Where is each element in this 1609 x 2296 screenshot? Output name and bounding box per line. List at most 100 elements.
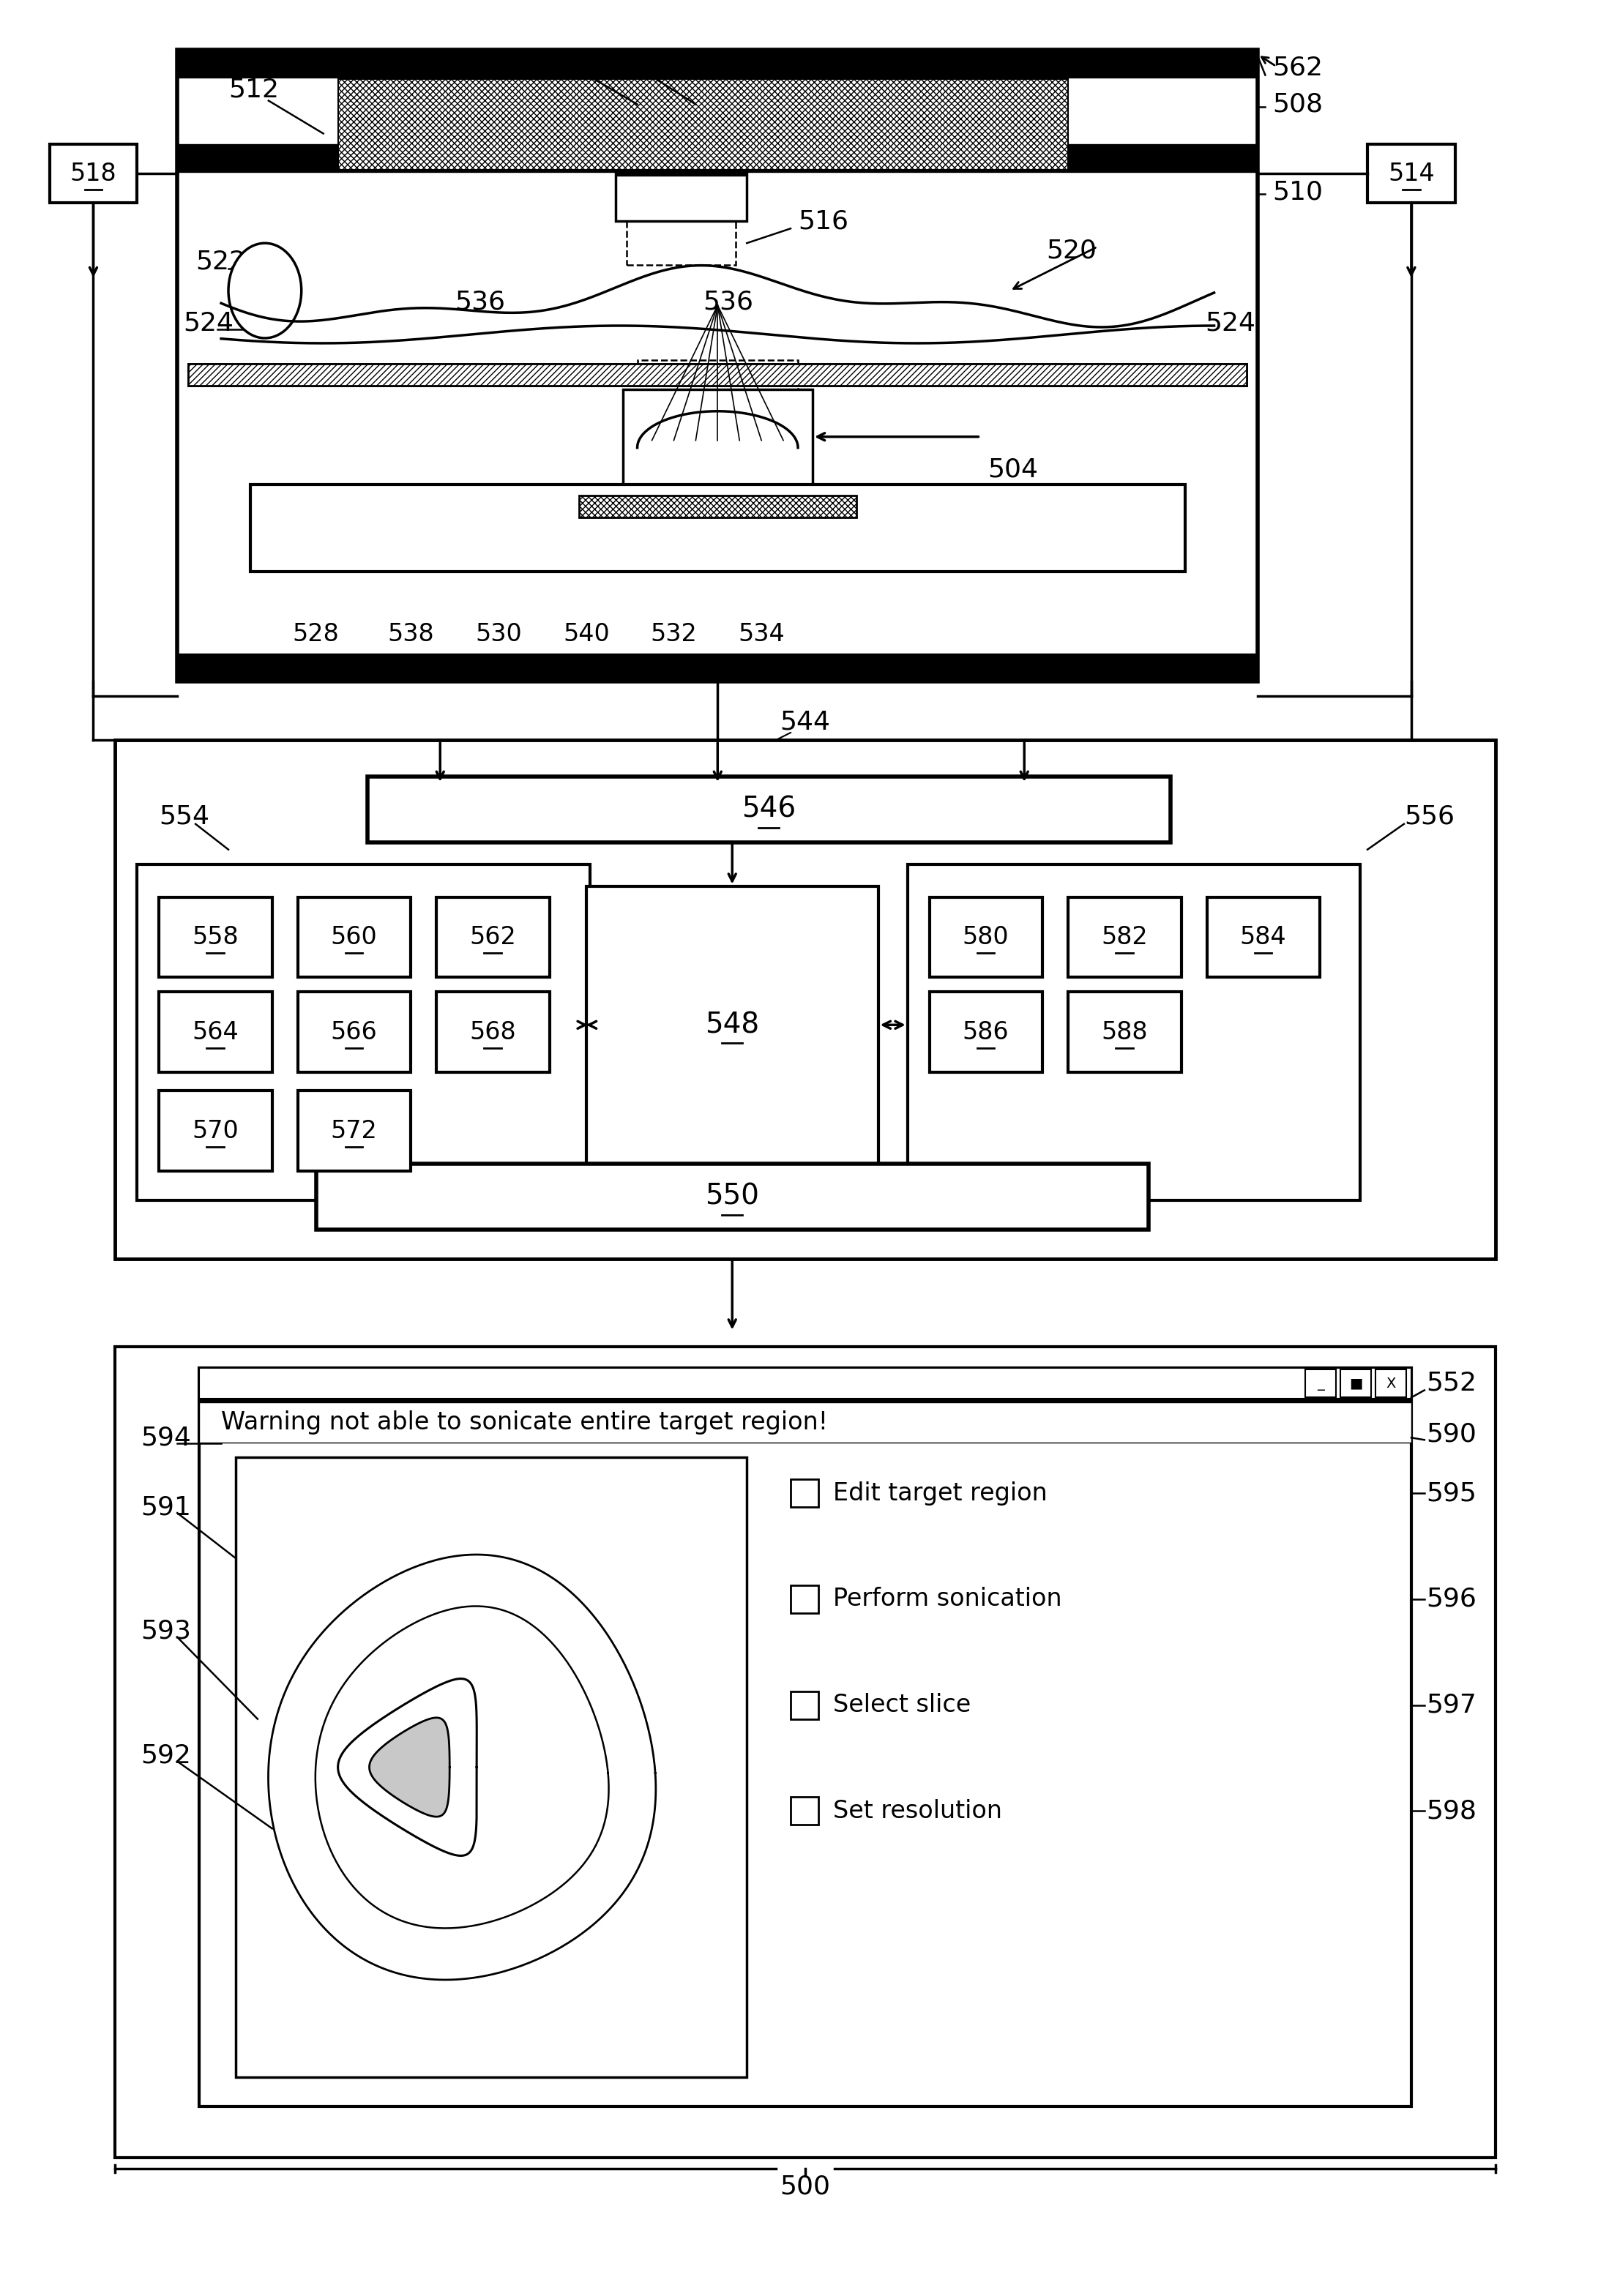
Text: 591: 591 — [140, 1495, 191, 1520]
Text: 590: 590 — [1426, 1421, 1477, 1446]
Text: 540: 540 — [563, 622, 610, 645]
Bar — [50, 145, 137, 202]
Bar — [930, 992, 1043, 1072]
Bar — [626, 220, 735, 264]
Text: 522: 522 — [196, 248, 246, 273]
Bar — [338, 78, 1068, 170]
Text: 596: 596 — [1426, 1587, 1477, 1612]
Bar — [200, 1368, 1411, 1398]
Text: 584: 584 — [1241, 925, 1286, 948]
Text: Select slice: Select slice — [833, 1692, 970, 1717]
Bar — [623, 390, 813, 484]
Bar — [907, 863, 1360, 1201]
Text: 586: 586 — [962, 1019, 1009, 1045]
Text: 594: 594 — [140, 1426, 191, 1451]
Text: 554: 554 — [159, 804, 209, 829]
Text: 524: 524 — [183, 310, 233, 335]
Polygon shape — [338, 1678, 476, 1855]
Bar — [177, 145, 1258, 172]
Text: 510: 510 — [1273, 179, 1323, 204]
Bar — [1068, 898, 1181, 978]
Text: 534: 534 — [739, 622, 785, 645]
Ellipse shape — [228, 243, 301, 338]
Text: 560: 560 — [330, 925, 378, 948]
Text: 593: 593 — [140, 1619, 191, 1644]
Bar — [188, 363, 1247, 386]
Text: 582: 582 — [1101, 925, 1147, 948]
Bar — [116, 739, 1495, 1258]
Bar — [200, 1398, 1411, 1403]
Bar — [586, 886, 879, 1164]
Bar — [298, 1091, 410, 1171]
Text: 548: 548 — [705, 1010, 759, 1038]
Text: 532: 532 — [650, 622, 697, 645]
Text: 536: 536 — [455, 289, 505, 315]
Bar — [615, 163, 747, 220]
Bar — [436, 992, 550, 1072]
Bar — [159, 1091, 272, 1171]
Bar — [177, 654, 1258, 682]
Bar — [200, 1368, 1411, 2105]
Bar — [367, 776, 1170, 843]
Text: 597: 597 — [1426, 1692, 1477, 1717]
Bar — [159, 898, 272, 978]
Text: 592: 592 — [140, 1743, 191, 1768]
Bar — [177, 51, 1258, 682]
Text: 588: 588 — [1101, 1019, 1147, 1045]
Text: X: X — [1385, 1378, 1395, 1391]
Text: 562: 562 — [470, 925, 516, 948]
Text: 524: 524 — [1205, 310, 1257, 335]
Text: 512: 512 — [228, 78, 278, 101]
Bar — [1376, 1371, 1406, 1398]
Text: 546: 546 — [742, 794, 796, 824]
Text: 552: 552 — [1426, 1371, 1477, 1396]
Bar — [251, 484, 1184, 572]
Text: 564: 564 — [191, 1019, 238, 1045]
Bar — [159, 992, 272, 1072]
Bar — [298, 898, 410, 978]
Text: 516: 516 — [798, 209, 848, 234]
Bar — [137, 863, 591, 1201]
Bar — [1305, 1371, 1335, 1398]
Text: 508: 508 — [1273, 92, 1323, 117]
Polygon shape — [370, 1717, 449, 1816]
Text: 526: 526 — [631, 55, 681, 80]
Bar — [235, 1458, 747, 2078]
Text: 562: 562 — [1273, 55, 1323, 80]
Text: 572: 572 — [330, 1118, 378, 1143]
Bar — [298, 992, 410, 1072]
Text: 500: 500 — [780, 2174, 830, 2200]
Bar — [930, 898, 1043, 978]
Text: _: _ — [1318, 1378, 1324, 1391]
Text: 520: 520 — [1046, 239, 1097, 262]
Bar — [790, 1584, 819, 1614]
Text: 544: 544 — [780, 709, 830, 735]
Bar — [790, 1798, 819, 1825]
Bar — [579, 496, 856, 517]
Text: 556: 556 — [1405, 804, 1455, 829]
Text: 598: 598 — [1426, 1798, 1477, 1823]
Text: Perform sonication: Perform sonication — [833, 1587, 1062, 1612]
Text: 518: 518 — [71, 161, 116, 186]
Bar — [177, 51, 1258, 78]
Bar — [1340, 1371, 1371, 1398]
Text: 595: 595 — [1426, 1481, 1477, 1506]
Bar — [1068, 992, 1181, 1072]
Text: 570: 570 — [191, 1118, 238, 1143]
Bar — [615, 163, 747, 177]
Text: 550: 550 — [705, 1182, 759, 1210]
Text: Warning not able to sonicate entire target region!: Warning not able to sonicate entire targ… — [220, 1410, 829, 1435]
Text: 568: 568 — [470, 1019, 516, 1045]
Text: 530: 530 — [475, 622, 521, 645]
Bar — [200, 1403, 1411, 1442]
Text: Edit target region: Edit target region — [833, 1481, 1047, 1506]
Text: 528: 528 — [293, 622, 339, 645]
Text: 542: 542 — [565, 55, 615, 80]
Text: 558: 558 — [191, 925, 238, 948]
Bar — [436, 898, 550, 978]
Bar — [315, 1164, 1149, 1228]
Text: 538: 538 — [388, 622, 434, 645]
Text: 514: 514 — [1389, 161, 1435, 186]
Text: 536: 536 — [703, 289, 753, 315]
Text: 504: 504 — [988, 457, 1038, 482]
